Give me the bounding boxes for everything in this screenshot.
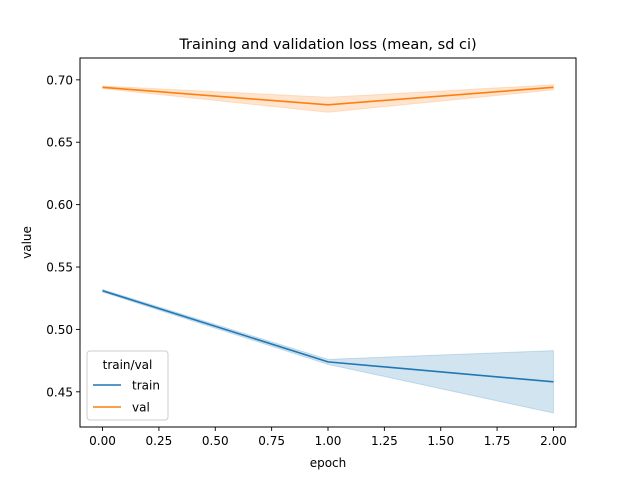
legend-label-train: train — [132, 379, 160, 393]
y-tick-label: 0.60 — [46, 198, 73, 212]
x-axis: 0.00 0.25 0.50 0.75 1.00 1.25 1.50 1.75 2.00 — [89, 427, 567, 448]
legend: train/val train val — [86, 350, 169, 421]
ci-band-train — [102, 288, 554, 414]
chart-title: Training and validation loss (mean, sd c… — [178, 37, 476, 53]
x-tick-label: 0.50 — [202, 434, 229, 448]
x-tick-label: 1.25 — [371, 434, 398, 448]
x-tick-label: 0.75 — [258, 434, 285, 448]
x-axis-label: epoch — [310, 456, 347, 470]
legend-label-val: val — [132, 401, 150, 415]
ci-band-val — [102, 84, 554, 113]
y-tick-label: 0.55 — [46, 261, 73, 275]
x-tick-label: 1.75 — [484, 434, 511, 448]
x-tick-label: 0.25 — [146, 434, 173, 448]
x-tick-label: 1.50 — [427, 434, 454, 448]
x-tick-label: 2.00 — [540, 434, 567, 448]
x-tick-label: 0.00 — [89, 434, 116, 448]
legend-title: train/val — [103, 358, 153, 372]
y-axis: 0.45 0.50 0.55 0.60 0.65 0.70 — [46, 73, 80, 399]
y-tick-label: 0.50 — [46, 323, 73, 337]
y-tick-label: 0.45 — [46, 385, 73, 399]
plot-area — [102, 84, 554, 414]
y-tick-label: 0.65 — [46, 136, 73, 150]
y-tick-label: 0.70 — [46, 73, 73, 87]
x-tick-label: 1.00 — [315, 434, 342, 448]
legend-box — [86, 350, 169, 421]
y-axis-label: value — [20, 226, 34, 259]
